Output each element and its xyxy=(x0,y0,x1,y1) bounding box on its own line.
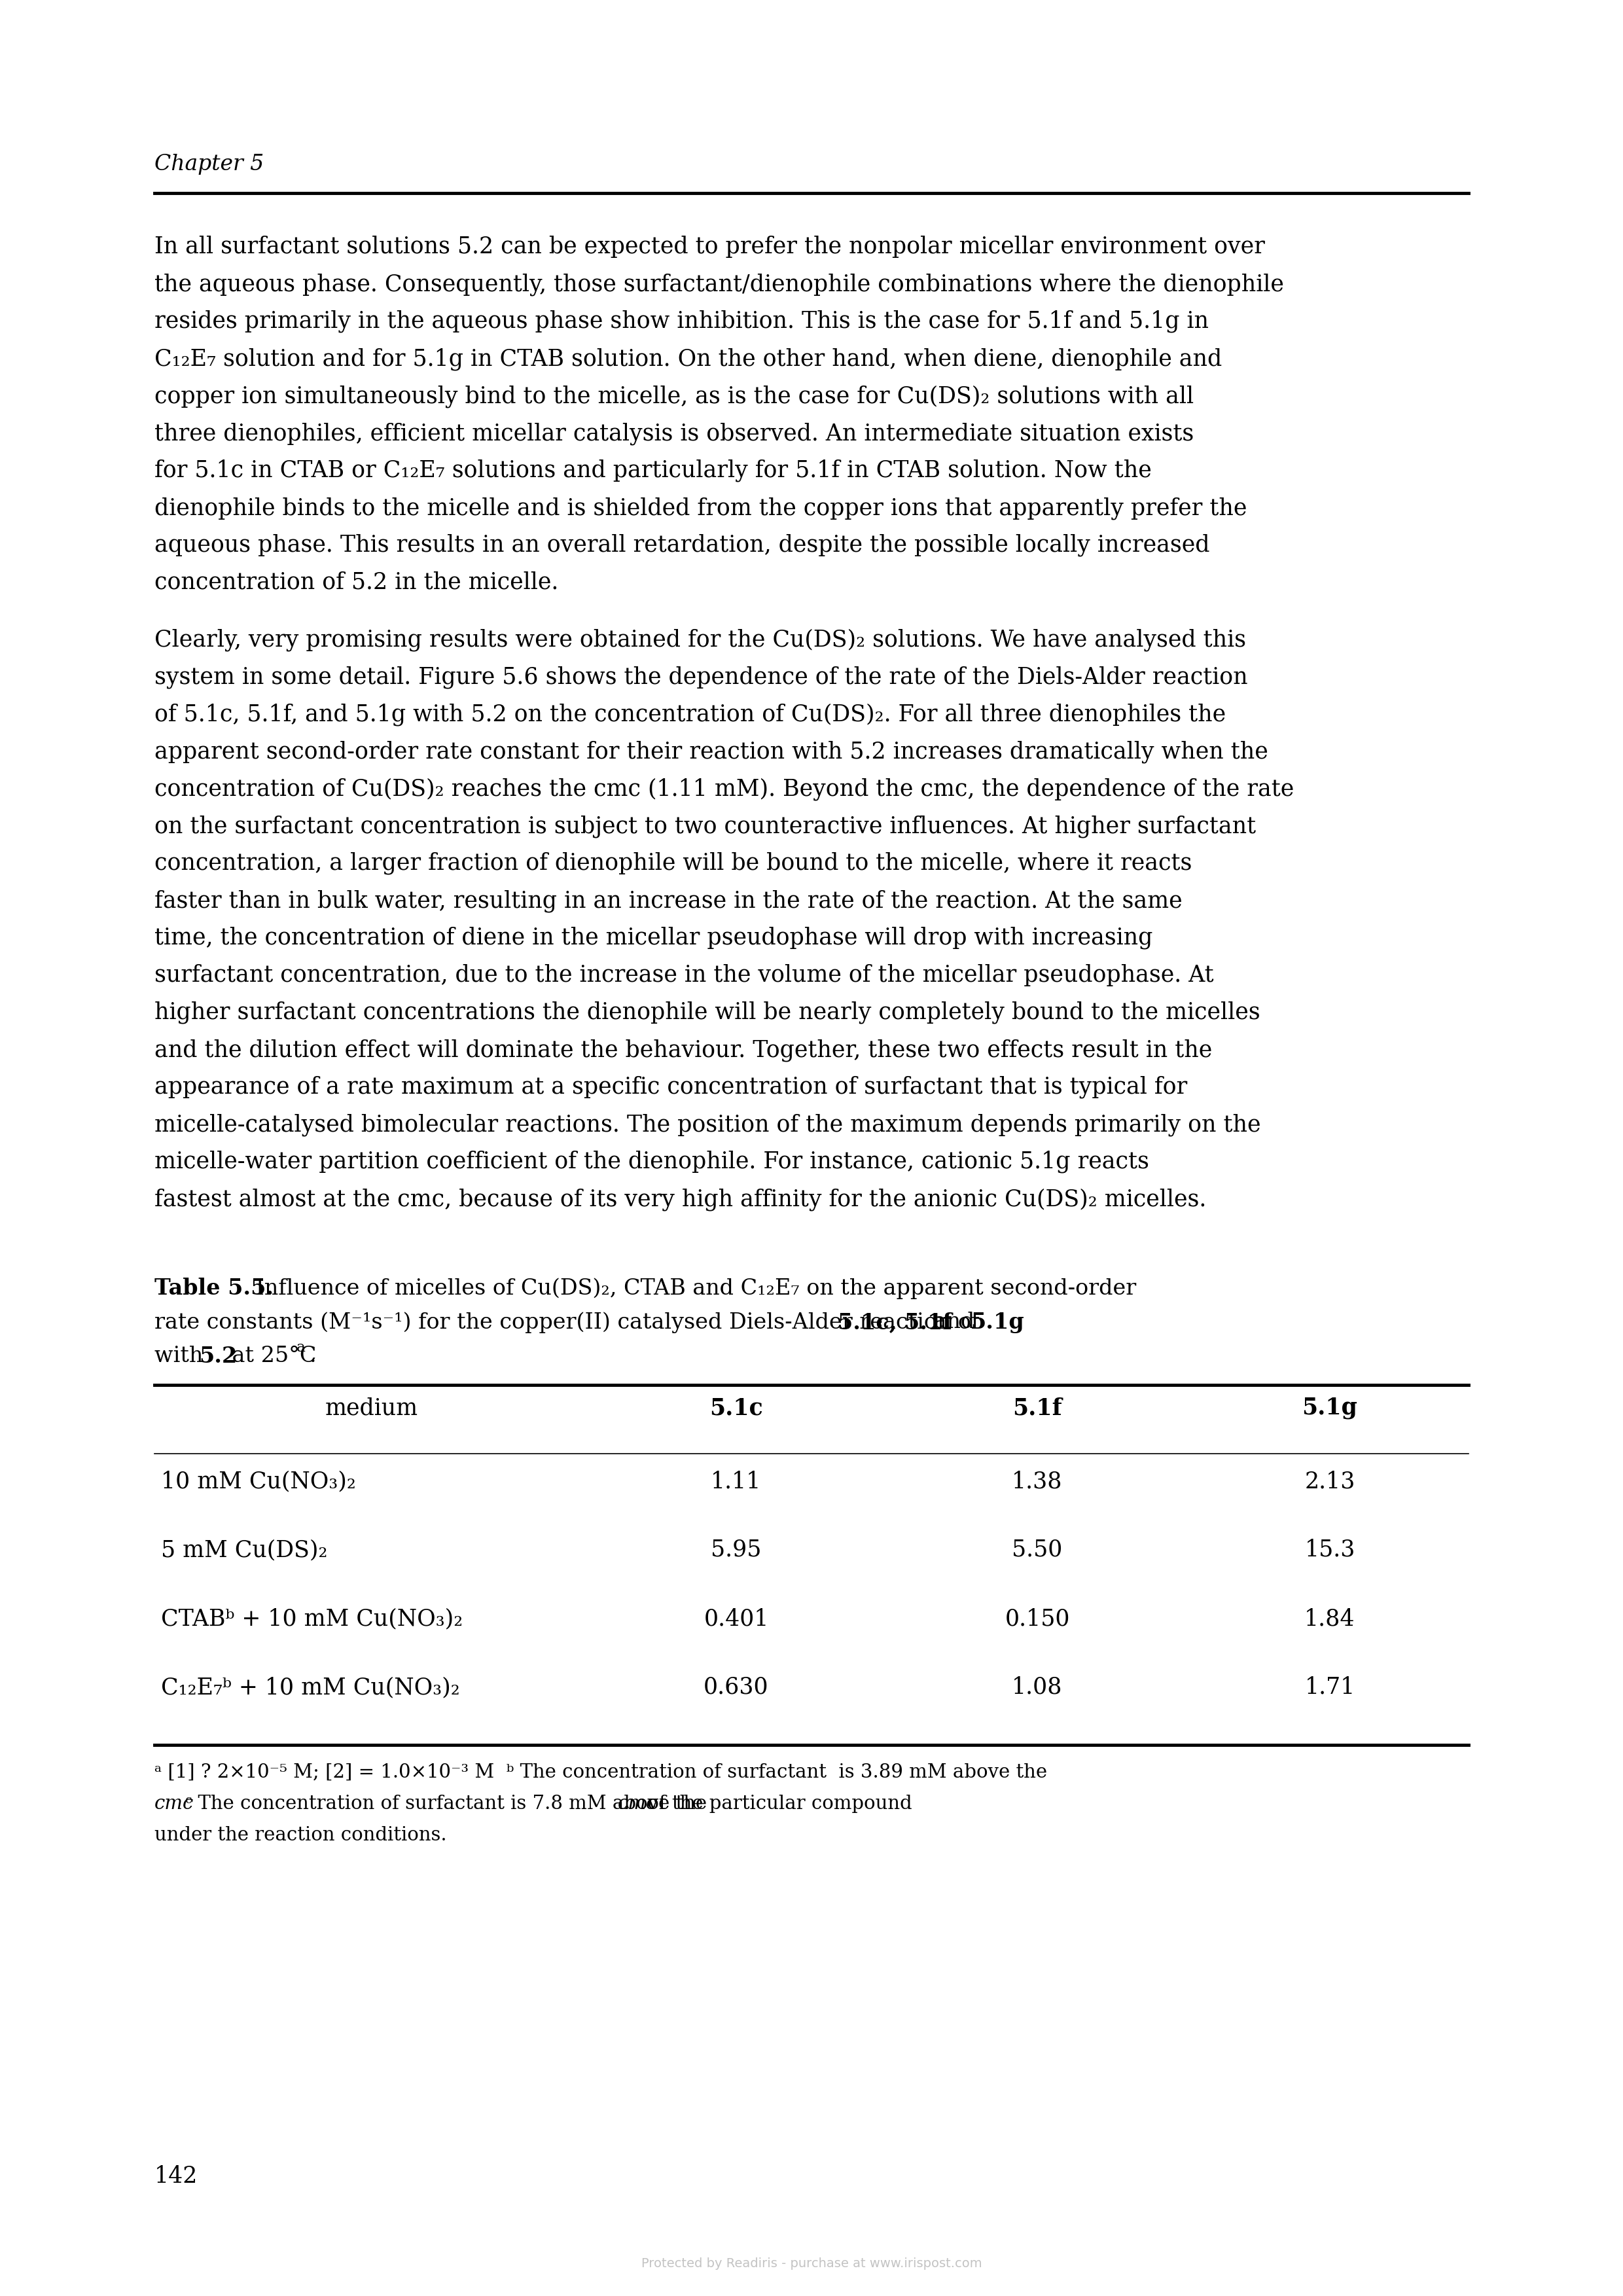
Text: aqueous phase. This results in an overall retardation, despite the possible loca: aqueous phase. This results in an overal… xyxy=(154,535,1209,556)
Text: .: . xyxy=(310,1345,316,1366)
Text: 0.150: 0.150 xyxy=(1005,1607,1070,1630)
Text: and the dilution effect will dominate the behaviour. Together, these two effects: and the dilution effect will dominate th… xyxy=(154,1038,1212,1061)
Text: 1.71: 1.71 xyxy=(1305,1676,1355,1699)
Text: a: a xyxy=(297,1341,305,1355)
Text: with: with xyxy=(154,1345,209,1366)
Text: 5.95: 5.95 xyxy=(711,1538,761,1561)
Text: for 5.1c in CTAB or C₁₂E₇ solutions and particularly for 5.1f in CTAB solution. : for 5.1c in CTAB or C₁₂E₇ solutions and … xyxy=(154,459,1152,482)
Text: Influence of micelles of Cu(DS)₂, CTAB and C₁₂E₇ on the apparent second-order: Influence of micelles of Cu(DS)₂, CTAB a… xyxy=(248,1277,1136,1300)
Text: cmc: cmc xyxy=(618,1795,657,1814)
Text: system in some detail. Figure 5.6 shows the dependence of the rate of the Diels-: system in some detail. Figure 5.6 shows … xyxy=(154,666,1248,689)
Text: ᶜ The concentration of surfactant is 7.8 mM above the: ᶜ The concentration of surfactant is 7.8… xyxy=(179,1795,712,1814)
Text: 2.13: 2.13 xyxy=(1305,1469,1355,1492)
Text: dienophile binds to the micelle and is shielded from the copper ions that appare: dienophile binds to the micelle and is s… xyxy=(154,496,1246,519)
Text: 5.1g: 5.1g xyxy=(971,1311,1024,1334)
Text: 5.1f: 5.1f xyxy=(1013,1396,1061,1419)
Text: 1.38: 1.38 xyxy=(1011,1469,1063,1492)
Text: the aqueous phase. Consequently, those surfactant/dienophile combinations where : the aqueous phase. Consequently, those s… xyxy=(154,273,1284,296)
Text: concentration, a larger fraction of dienophile will be bound to the micelle, whe: concentration, a larger fraction of dien… xyxy=(154,852,1191,875)
Text: In all surfactant solutions 5.2 can be expected to prefer the nonpolar micellar : In all surfactant solutions 5.2 can be e… xyxy=(154,236,1264,257)
Text: higher surfactant concentrations the dienophile will be nearly completely bound : higher surfactant concentrations the die… xyxy=(154,1001,1259,1024)
Text: Clearly, very promising results were obtained for the Cu(DS)₂ solutions. We have: Clearly, very promising results were obt… xyxy=(154,629,1246,652)
Text: 0.401: 0.401 xyxy=(704,1607,769,1630)
Text: of 5.1c, 5.1f, and 5.1g with 5.2 on the concentration of Cu(DS)₂. For all three : of 5.1c, 5.1f, and 5.1g with 5.2 on the … xyxy=(154,703,1225,726)
Text: cmc: cmc xyxy=(154,1795,195,1814)
Text: of the particular compound: of the particular compound xyxy=(641,1795,912,1814)
Text: on the surfactant concentration is subject to two counteractive influences. At h: on the surfactant concentration is subje… xyxy=(154,815,1256,838)
Text: concentration of Cu(DS)₂ reaches the cmc (1.11 mM). Beyond the cmc, the dependen: concentration of Cu(DS)₂ reaches the cmc… xyxy=(154,778,1294,801)
Text: 5.2: 5.2 xyxy=(198,1345,237,1366)
Text: 1.11: 1.11 xyxy=(711,1469,761,1492)
Text: time, the concentration of diene in the micellar pseudophase will drop with incr: time, the concentration of diene in the … xyxy=(154,928,1152,948)
Text: resides primarily in the aqueous phase show inhibition. This is the case for 5.1: resides primarily in the aqueous phase s… xyxy=(154,310,1209,333)
Text: medium: medium xyxy=(325,1396,419,1419)
Text: 1.08: 1.08 xyxy=(1011,1676,1063,1699)
Text: C₁₂E₇ solution and for 5.1g in CTAB solution. On the other hand, when diene, die: C₁₂E₇ solution and for 5.1g in CTAB solu… xyxy=(154,347,1222,370)
Text: at 25°C: at 25°C xyxy=(226,1345,316,1366)
Text: concentration of 5.2 in the micelle.: concentration of 5.2 in the micelle. xyxy=(154,572,558,595)
Text: ᵃ [1] ? 2×10⁻⁵ M; [2] = 1.0×10⁻³ M  ᵇ The concentration of surfactant  is 3.89 m: ᵃ [1] ? 2×10⁻⁵ M; [2] = 1.0×10⁻³ M ᵇ The… xyxy=(154,1763,1047,1782)
Text: 10 mM Cu(NO₃)₂: 10 mM Cu(NO₃)₂ xyxy=(161,1469,355,1492)
Text: C₁₂E₇ᵇ + 10 mM Cu(NO₃)₂: C₁₂E₇ᵇ + 10 mM Cu(NO₃)₂ xyxy=(161,1676,459,1699)
Text: apparent second-order rate constant for their reaction with 5.2 increases dramat: apparent second-order rate constant for … xyxy=(154,739,1268,762)
Text: Table 5.5.: Table 5.5. xyxy=(154,1277,274,1300)
Text: 142: 142 xyxy=(154,2165,198,2188)
Text: 5.1c: 5.1c xyxy=(709,1396,763,1419)
Text: fastest almost at the cmc, because of its very high affinity for the anionic Cu(: fastest almost at the cmc, because of it… xyxy=(154,1187,1206,1210)
Text: 5.50: 5.50 xyxy=(1013,1538,1063,1561)
Text: 5 mM Cu(DS)₂: 5 mM Cu(DS)₂ xyxy=(161,1538,328,1561)
Text: and: and xyxy=(927,1311,982,1332)
Text: copper ion simultaneously bind to the micelle, as is the case for Cu(DS)₂ soluti: copper ion simultaneously bind to the mi… xyxy=(154,386,1195,406)
Text: 0.630: 0.630 xyxy=(704,1676,769,1699)
Text: surfactant concentration, due to the increase in the volume of the micellar pseu: surfactant concentration, due to the inc… xyxy=(154,964,1214,987)
Text: under the reaction conditions.: under the reaction conditions. xyxy=(154,1825,446,1844)
Text: 15.3: 15.3 xyxy=(1305,1538,1355,1561)
Text: rate constants (M⁻¹s⁻¹) for the copper(II) catalysed Diels-Alder reaction of: rate constants (M⁻¹s⁻¹) for the copper(I… xyxy=(154,1311,987,1334)
Text: 5.1c, 5.1f: 5.1c, 5.1f xyxy=(837,1311,953,1334)
Text: Chapter 5: Chapter 5 xyxy=(154,154,265,174)
Text: 1.84: 1.84 xyxy=(1305,1607,1355,1630)
Text: Protected by Readiris - purchase at www.irispost.com: Protected by Readiris - purchase at www.… xyxy=(641,2257,982,2271)
Text: micelle-water partition coefficient of the dienophile. For instance, cationic 5.: micelle-water partition coefficient of t… xyxy=(154,1150,1149,1173)
Text: appearance of a rate maximum at a specific concentration of surfactant that is t: appearance of a rate maximum at a specif… xyxy=(154,1077,1188,1097)
Text: three dienophiles, efficient micellar catalysis is observed. An intermediate sit: three dienophiles, efficient micellar ca… xyxy=(154,422,1195,445)
Text: CTABᵇ + 10 mM Cu(NO₃)₂: CTABᵇ + 10 mM Cu(NO₃)₂ xyxy=(161,1607,463,1630)
Text: 5.1g: 5.1g xyxy=(1302,1396,1357,1419)
Text: micelle-catalysed bimolecular reactions. The position of the maximum depends pri: micelle-catalysed bimolecular reactions.… xyxy=(154,1114,1261,1137)
Text: faster than in bulk water, resulting in an increase in the rate of the reaction.: faster than in bulk water, resulting in … xyxy=(154,889,1182,912)
